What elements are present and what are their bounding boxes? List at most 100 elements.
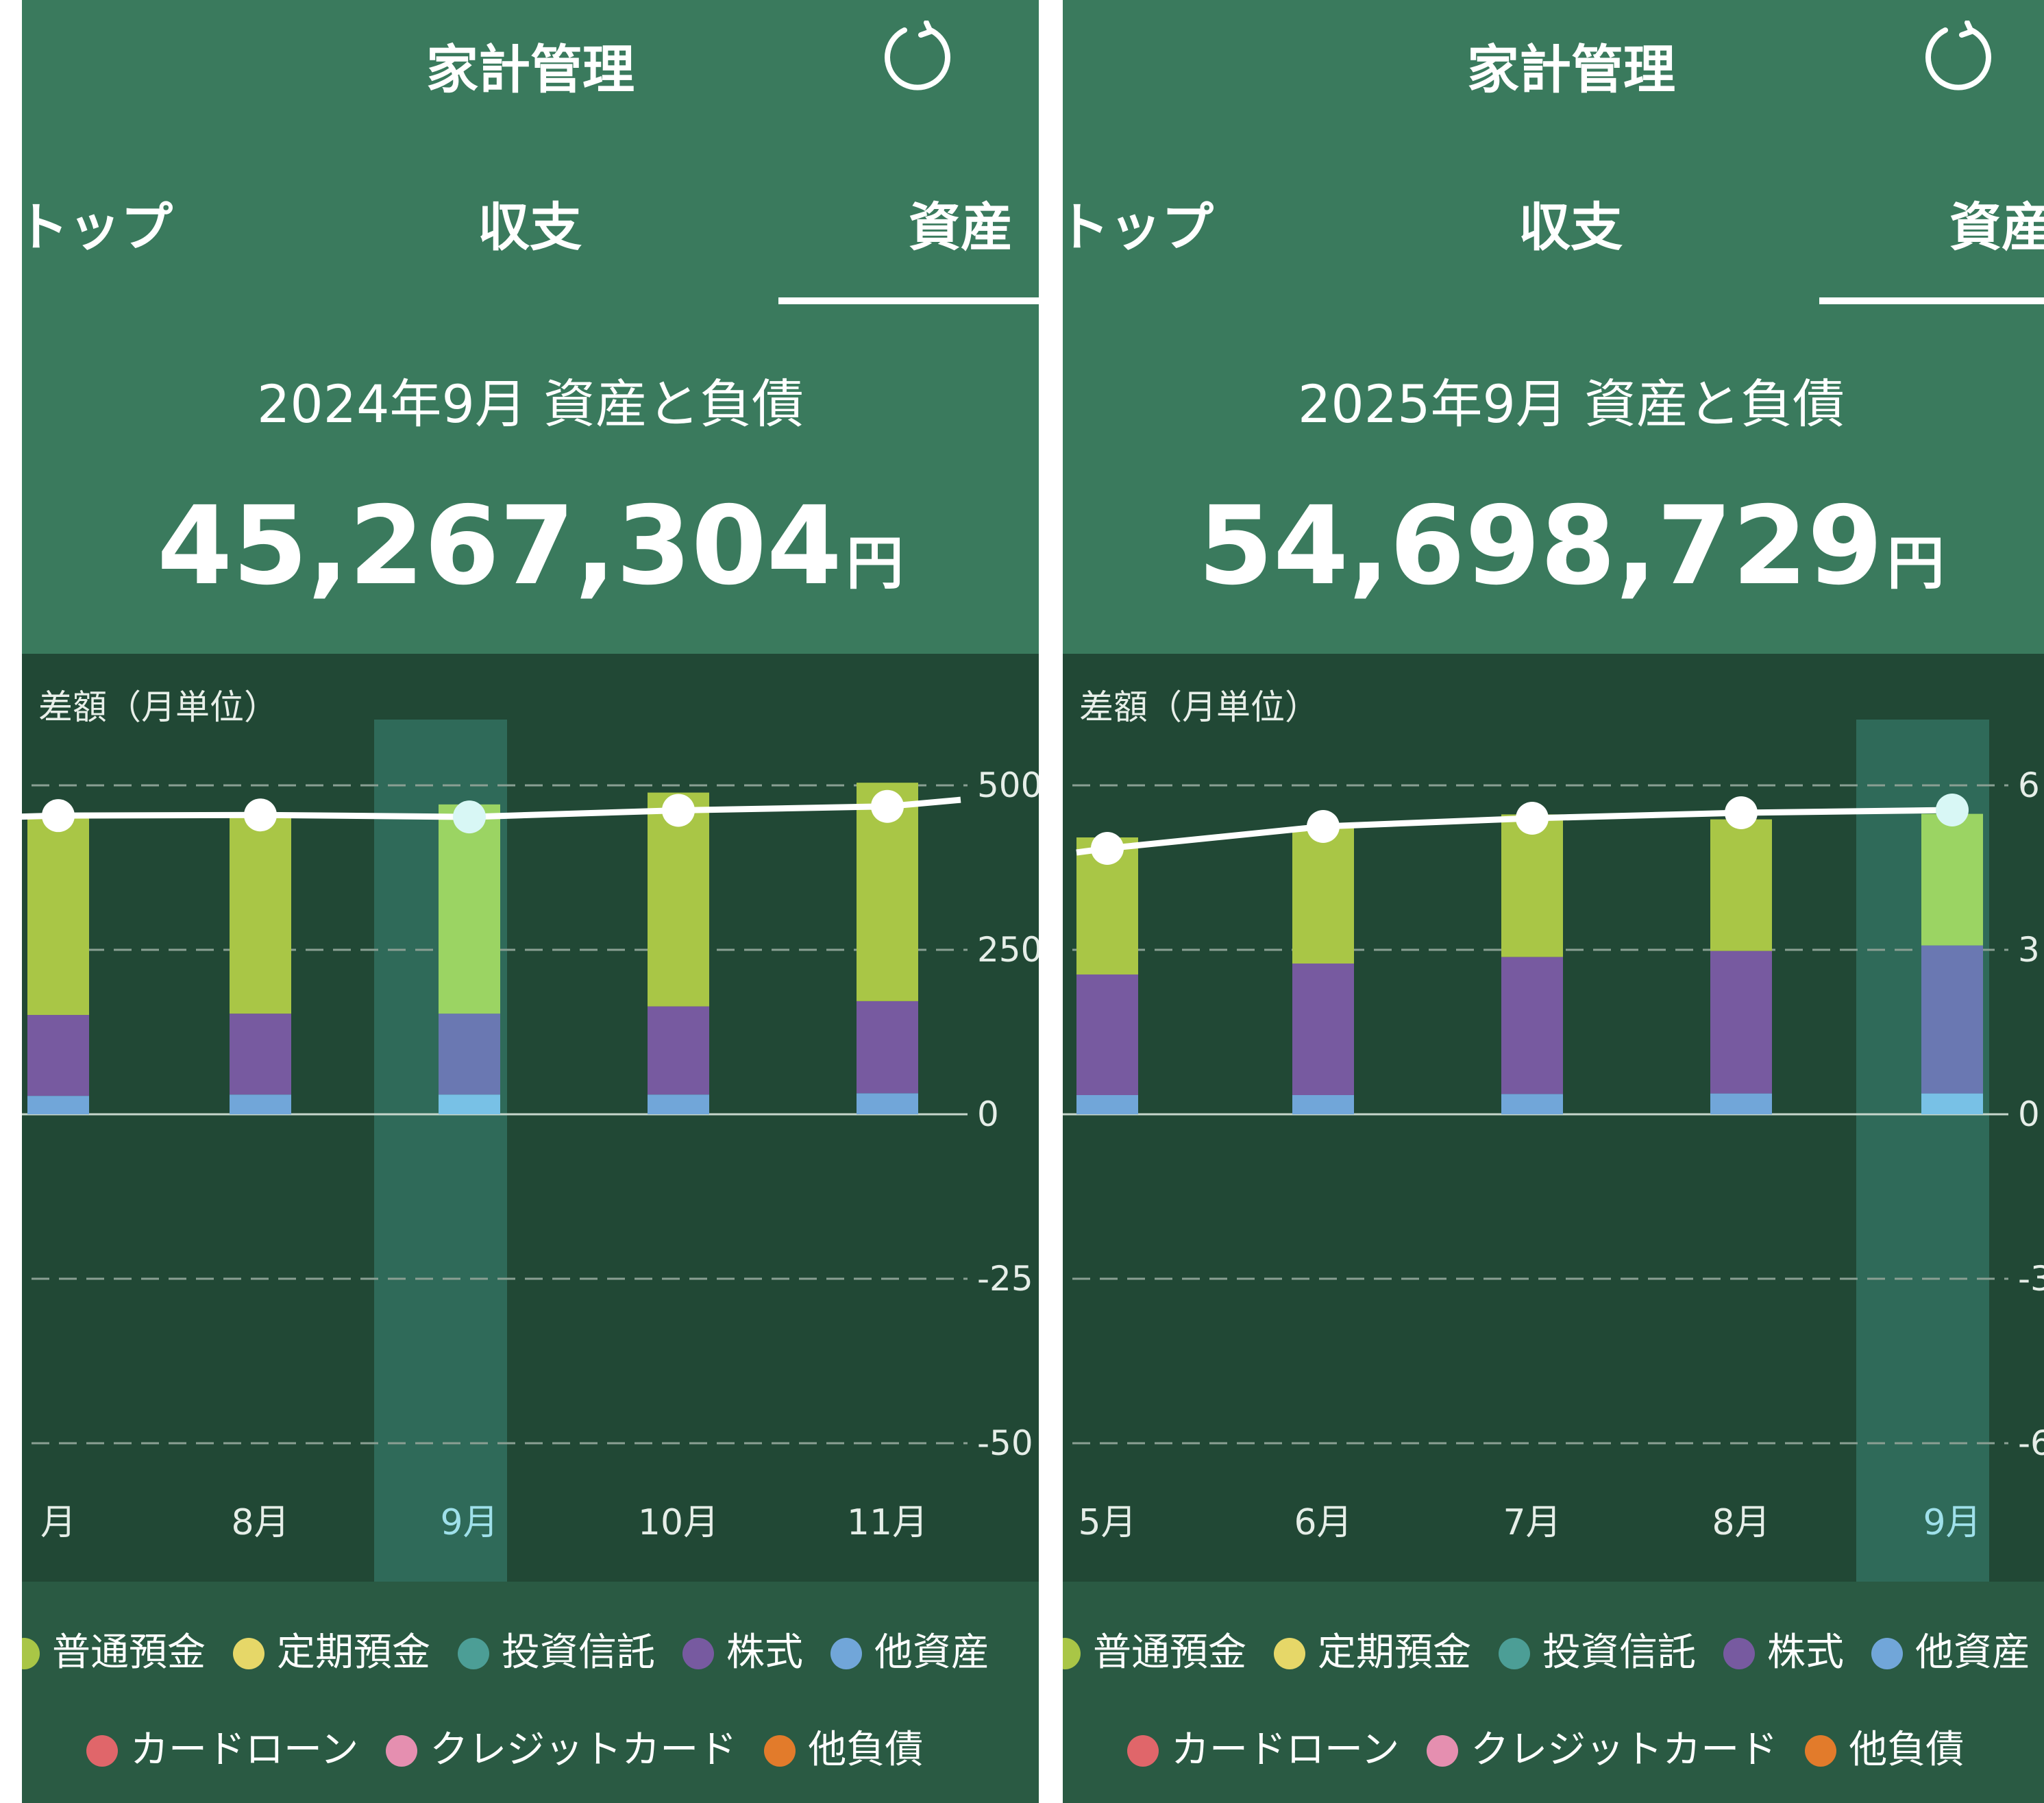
legend-item: クレジットカード <box>386 1719 737 1774</box>
x-tick-label: 5月 <box>1078 1502 1136 1543</box>
net-total-point <box>244 798 277 832</box>
legend-dot-普通預金 <box>22 1638 40 1669</box>
net-total-point <box>1516 802 1549 835</box>
bar-segment-他資産-5月 <box>1076 1095 1138 1114</box>
x-tick-label: 9月 <box>440 1502 498 1543</box>
app-header: 家計管理 トップ 収支 資産 2024年9月 資産と負債 45,267,304円 <box>22 0 1039 654</box>
legend-item: カードローン <box>86 1719 358 1774</box>
bar-segment-他資産-7月 <box>1501 1094 1563 1114</box>
left-screenshot-panel: 家計管理 トップ 収支 資産 2024年9月 資産と負債 45,267,304円… <box>22 0 1039 1803</box>
net-total-point <box>662 794 695 827</box>
bar-segment-他資産-6月 <box>1292 1095 1354 1114</box>
y-tick-label: 0 <box>977 1094 999 1134</box>
net-total-point <box>453 800 486 834</box>
bar-segment-他資産-10月 <box>648 1094 709 1114</box>
balance-chart[interactable]: 500 250 0 -25 -50 月 8月 9月 10月 11月 差額（月単位） <box>22 654 1039 1582</box>
tab-top[interactable]: トップ <box>1063 197 1214 258</box>
balance-chart-svg: 6 3 0 -3 -6 5月 6月 7月 8月 9月 <box>1063 720 2044 1582</box>
net-total-point <box>1725 796 1758 829</box>
legend-dot-定期預金 <box>233 1638 264 1669</box>
legend-label: カードローン <box>130 1728 359 1772</box>
legend-item: 他負債 <box>764 1719 923 1774</box>
legend-label: 他資産 <box>1915 1630 2030 1675</box>
bar-segment-普通預金-9月 <box>1921 813 1983 946</box>
legend-row: 普通預金 定期預金 投資信託 株式 他資産 <box>22 1621 1017 1677</box>
bar-segment-株式-9月 <box>439 1014 500 1095</box>
refresh-icon[interactable] <box>881 20 955 95</box>
bar-segment-他資産-8月 <box>1710 1093 1772 1114</box>
legend-label: カードローン <box>1171 1728 1400 1772</box>
tab-assets[interactable]: 資産 <box>909 197 1013 258</box>
legend-item: 投資信託 <box>1499 1621 1696 1677</box>
tab-income-expense[interactable]: 収支 <box>478 197 582 258</box>
legend-dot-普通預金 <box>1063 1638 1081 1669</box>
net-total-value: 45,267,304 <box>157 483 842 609</box>
legend-item: 投資信託 <box>458 1621 655 1677</box>
legend-label: 普通預金 <box>52 1630 206 1675</box>
net-total-point <box>1307 810 1340 843</box>
chart-title: 差額（月単位） <box>1079 687 1319 727</box>
y-tick-label: 6 <box>2018 765 2040 805</box>
tab-top[interactable]: トップ <box>22 197 173 258</box>
bar-segment-株式-7月 <box>1501 957 1563 1094</box>
balance-chart[interactable]: 6 3 0 -3 -6 5月 6月 7月 8月 9月 差額（月単位） <box>1063 654 2044 1582</box>
legend-item: クレジットカード <box>1427 1719 1777 1774</box>
bar-segment-普通預金-9月 <box>439 804 500 1014</box>
app-title: 家計管理 <box>426 39 635 100</box>
y-tick-label: 3 <box>2018 930 2040 970</box>
net-total-point <box>871 789 904 823</box>
legend-label: 他資産 <box>874 1630 989 1675</box>
legend-item: 株式 <box>1723 1621 1844 1677</box>
net-total-point <box>42 799 75 833</box>
legend-row: カードローン クレジットカード 他負債 <box>1127 1719 1991 1774</box>
x-tick-label: 7月 <box>1503 1502 1561 1543</box>
bar-segment-他資産-9月 <box>1921 1093 1983 1114</box>
legend-label: 普通預金 <box>1093 1630 1246 1675</box>
x-tick-label: 月 <box>40 1502 76 1543</box>
bar-segment-他資産-9月 <box>439 1094 500 1114</box>
bar-segment-普通預金-7月 <box>1501 814 1563 957</box>
period-title: 2024年9月 資産と負債 <box>257 373 804 434</box>
bar-segment-他資産-8月 <box>230 1094 291 1114</box>
bar-segment-普通預金-10月 <box>648 792 709 1007</box>
legend-label: 他負債 <box>808 1728 924 1772</box>
chart-legend: 普通預金 定期預金 投資信託 株式 他資産 カードローン クレジットカード 他負債 <box>1063 1582 2044 1803</box>
tab-income-expense[interactable]: 収支 <box>1518 197 1623 258</box>
legend-item: カードローン <box>1127 1719 1399 1774</box>
net-total-point <box>1091 832 1124 865</box>
legend-dot-投資信託 <box>458 1638 489 1669</box>
tab-assets[interactable]: 資産 <box>1949 197 2044 258</box>
y-tick-label: -6 <box>2018 1423 2044 1463</box>
y-tick-label: 0 <box>2018 1094 2040 1134</box>
y-tick-label: -50 <box>977 1423 1033 1463</box>
bar-segment-普通預金-8月 <box>230 816 291 1014</box>
x-tick-label: 6月 <box>1294 1502 1352 1543</box>
net-total-unit: 円 <box>1886 530 1945 597</box>
net-total-unit: 円 <box>846 530 904 597</box>
legend-label: 株式 <box>1767 1630 1844 1675</box>
y-tick-label: -3 <box>2018 1259 2044 1299</box>
legend-dot-投資信託 <box>1499 1638 1530 1669</box>
legend-item: 定期預金 <box>233 1621 430 1677</box>
legend-dot-他負債 <box>764 1735 796 1767</box>
refresh-icon[interactable] <box>1922 20 1996 95</box>
active-tab-underline <box>778 297 1039 304</box>
legend-label: 投資信託 <box>502 1630 655 1675</box>
bar-segment-株式-6月 <box>1292 964 1354 1095</box>
legend-dot-株式 <box>1723 1638 1755 1669</box>
app-header: 家計管理 トップ 収支 資産 2025年9月 資産と負債 54,698,729円 <box>1063 0 2044 654</box>
legend-dot-定期預金 <box>1274 1638 1305 1669</box>
legend-row: 普通預金 定期預金 投資信託 株式 他資産 <box>1063 1621 2044 1677</box>
y-tick-label: 250 <box>977 930 1039 970</box>
x-tick-label: 8月 <box>1712 1502 1770 1543</box>
bar-segment-普通預金-月 <box>27 815 89 1016</box>
legend-dot-他資産 <box>830 1638 862 1669</box>
legend-item: 普通預金 <box>22 1621 206 1677</box>
legend-label: 投資信託 <box>1542 1630 1696 1675</box>
legend-label: クレジットカード <box>430 1728 737 1772</box>
net-total: 45,267,304円 <box>22 483 1039 609</box>
chart-title: 差額（月単位） <box>38 687 278 727</box>
left-edge-divider <box>0 0 22 1803</box>
x-tick-label: 8月 <box>231 1502 289 1543</box>
legend-item: 他負債 <box>1805 1719 1964 1774</box>
